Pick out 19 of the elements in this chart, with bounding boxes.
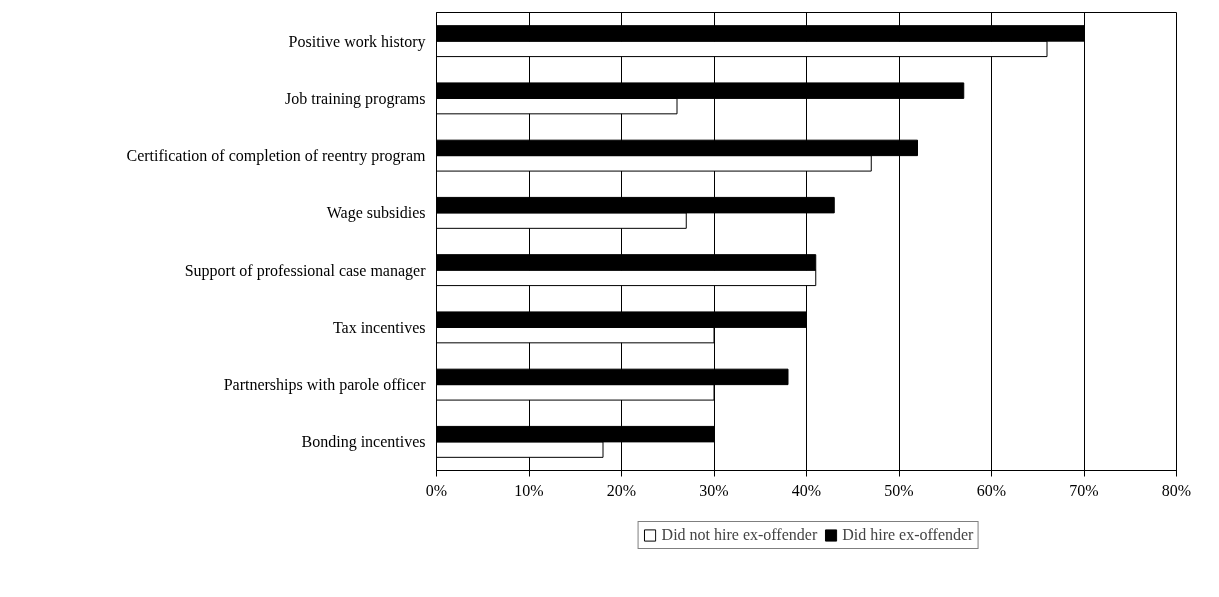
x-tick-label: 80% bbox=[1161, 481, 1192, 499]
legend-label: Did hire ex-offender bbox=[842, 526, 974, 544]
x-tick-label: 40% bbox=[791, 481, 822, 499]
x-tick-label: 70% bbox=[1069, 481, 1099, 499]
x-tick-label: 20% bbox=[606, 481, 637, 499]
y-tick-label: Positive work history bbox=[288, 32, 426, 51]
x-tick-label: 30% bbox=[699, 481, 729, 499]
y-tick-label: Tax incentives bbox=[332, 318, 426, 336]
y-tick-label: Support of professional case manager bbox=[184, 261, 427, 280]
y-tick-label: Certification of completion of reentry program bbox=[126, 147, 427, 166]
legend-label: Did not hire ex-offender bbox=[661, 526, 818, 544]
y-tick-label: Partnerships with parole officer bbox=[223, 376, 427, 395]
x-tick-label: 50% bbox=[884, 481, 914, 499]
y-tick-label: Job training programs bbox=[285, 89, 426, 108]
x-tick-label: 0% bbox=[425, 481, 448, 499]
y-tick-label: Wage subsidies bbox=[326, 204, 426, 223]
y-tick-label: Bonding incentives bbox=[301, 433, 426, 452]
x-tick-label: 60% bbox=[976, 481, 1007, 499]
x-tick-label: 10% bbox=[514, 481, 544, 499]
